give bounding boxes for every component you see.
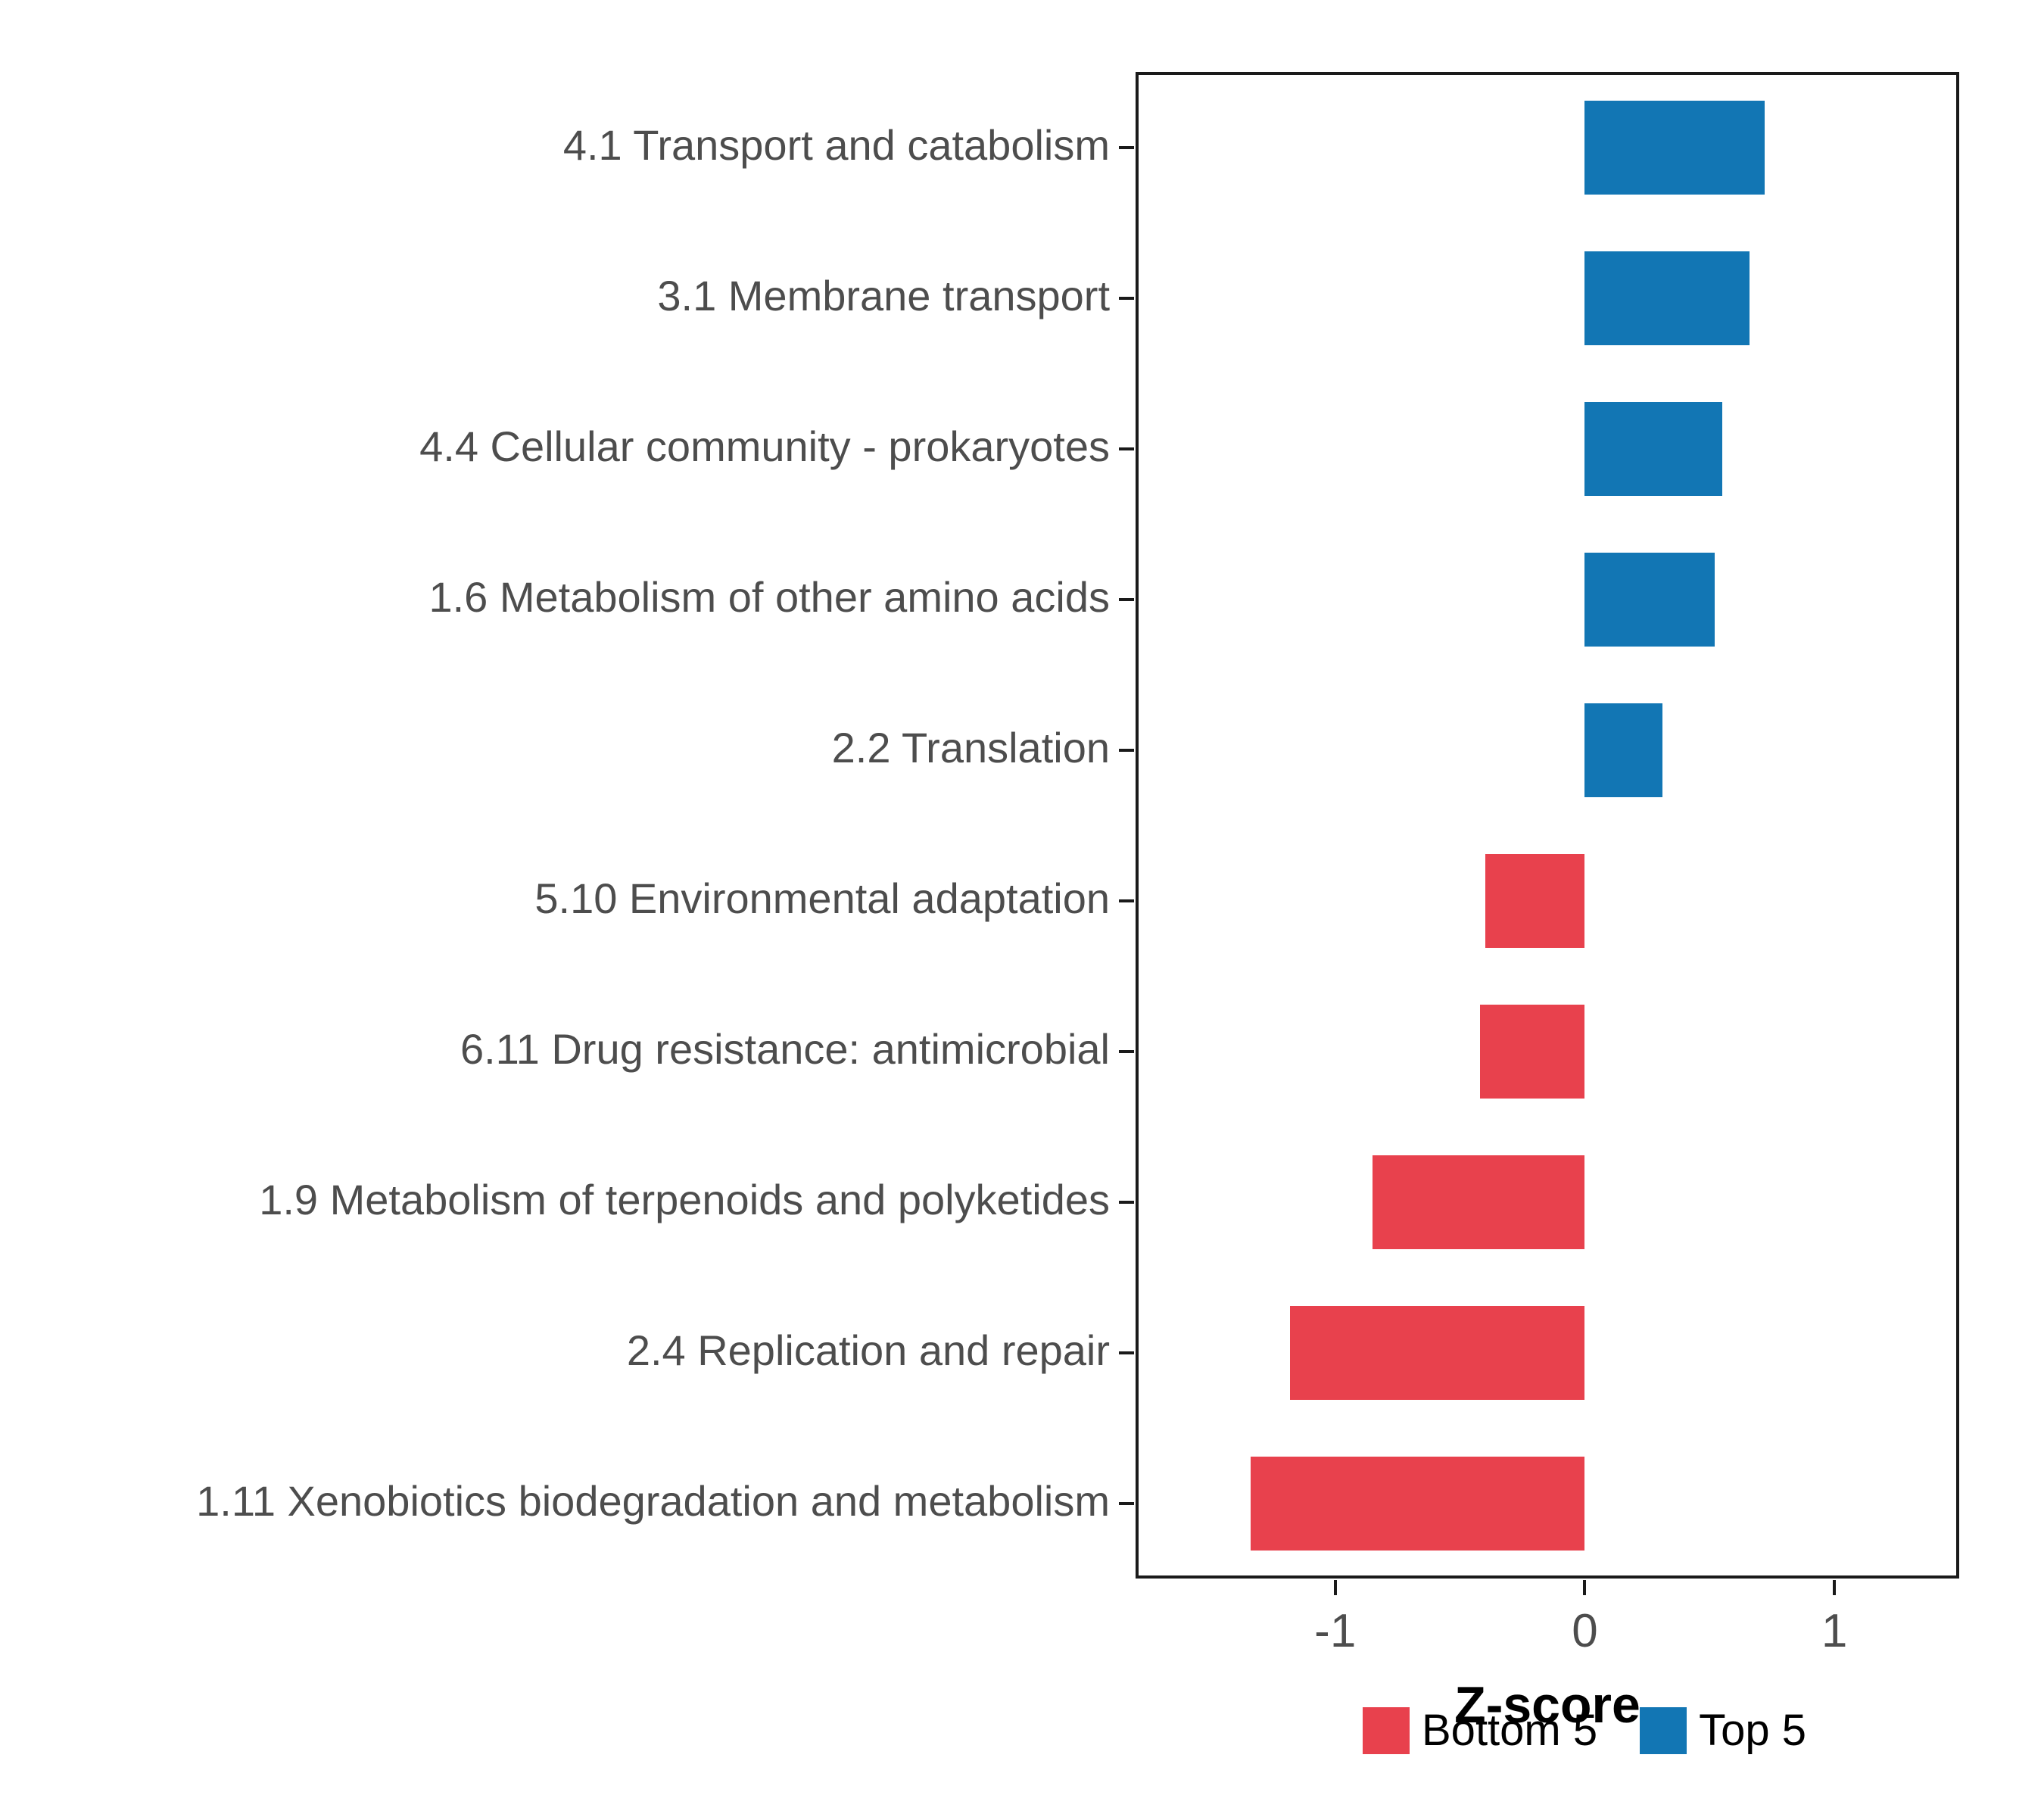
bar-9 [1290,1305,1585,1400]
bar-2 [1584,251,1750,345]
y-axis-tick [1119,1501,1134,1505]
bar-10 [1250,1456,1585,1551]
legend-swatch-top5 [1640,1706,1687,1754]
legend-item-top5: Top 5 [1640,1705,1806,1756]
bar-4 [1584,552,1715,647]
x-tick-label: 1 [1821,1605,1848,1657]
category-label-10: 1.11 Xenobiotics biodegradation and meta… [196,1476,1110,1525]
bar-1 [1584,100,1765,195]
category-label-1: 4.1 Transport and catabolism [562,120,1110,169]
y-axis-tick [1119,296,1134,300]
bar-6 [1485,853,1585,948]
category-label-9: 2.4 Replication and repair [626,1326,1110,1374]
bar-5 [1584,703,1662,797]
bar-3 [1584,401,1722,496]
y-axis-tick [1119,145,1134,149]
legend-label-bottom5: Bottom 5 [1422,1706,1598,1755]
y-axis-tick [1119,1351,1134,1354]
category-label-5: 2.2 Translation [831,723,1110,771]
x-tick-label: -1 [1314,1605,1357,1657]
legend-swatch-bottom5 [1363,1706,1410,1754]
x-axis-title: Z-score [1454,1676,1640,1734]
x-tick-label: 0 [1572,1605,1598,1657]
category-label-8: 1.9 Metabolism of terpenoids and polyket… [259,1175,1110,1223]
bar-7 [1479,1004,1585,1099]
category-label-4: 1.6 Metabolism of other amino acids [428,572,1110,621]
legend-item-bottom5: Bottom 5 [1363,1705,1597,1756]
y-axis-tick [1119,1200,1134,1204]
legend-label-top5: Top 5 [1699,1706,1807,1755]
category-label-7: 6.11 Drug resistance: antimicrobial [460,1024,1110,1073]
bar-8 [1373,1155,1585,1249]
x-axis-tick [1333,1580,1337,1595]
y-axis-tick [1119,1049,1134,1053]
legend: Bottom 5 Top 5 [1363,1705,1806,1756]
y-axis-tick [1119,899,1134,902]
category-label-2: 3.1 Membrane transport [657,271,1110,319]
x-axis-tick [1833,1580,1837,1595]
category-label-6: 5.10 Environmental adaptation [534,874,1110,922]
y-axis-tick [1119,597,1134,601]
x-axis-tick [1583,1580,1587,1595]
y-axis-tick [1119,447,1134,450]
y-axis-tick [1119,748,1134,752]
category-label-3: 4.4 Cellular community - prokaryotes [419,422,1110,470]
